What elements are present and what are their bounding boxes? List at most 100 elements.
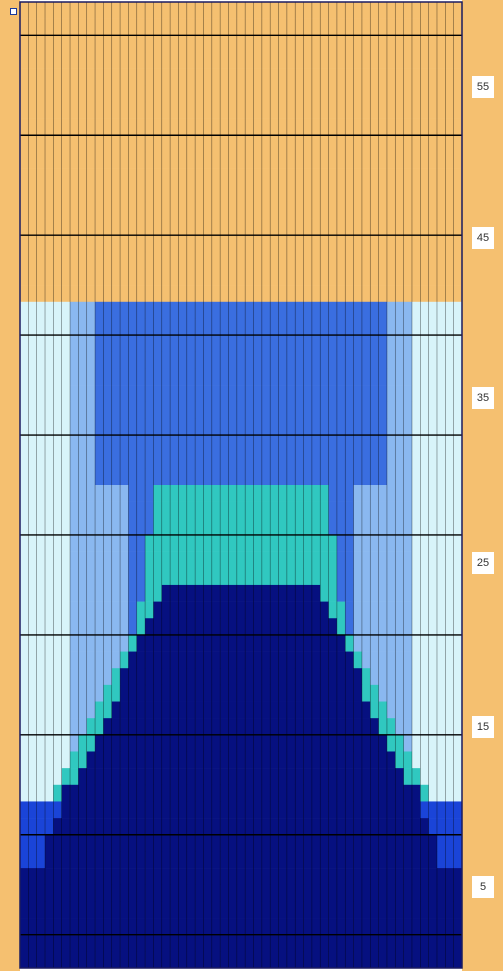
- grid-cell: [86, 418, 96, 436]
- grid-cell: [45, 418, 54, 436]
- grid-cell: [70, 135, 79, 153]
- grid-cell: [336, 185, 346, 203]
- grid-cell: [128, 368, 138, 386]
- grid-cell: [286, 884, 296, 902]
- grid-cell: [228, 135, 238, 153]
- grid-cell: [136, 868, 146, 886]
- grid-cell: [220, 784, 229, 802]
- grid-cell: [320, 568, 329, 586]
- grid-cell: [70, 534, 79, 552]
- grid-cell: [436, 818, 446, 836]
- grid-cell: [211, 951, 221, 969]
- grid-cell: [61, 401, 71, 419]
- grid-cell: [395, 934, 404, 952]
- grid-cell: [45, 901, 54, 919]
- grid-cell: [211, 801, 221, 819]
- grid-cell: [220, 468, 229, 486]
- grid-cell: [245, 435, 254, 452]
- grid-cell: [453, 801, 463, 819]
- grid-cell: [411, 285, 421, 303]
- grid-cell: [28, 118, 37, 136]
- grid-cell: [303, 151, 313, 169]
- grid-cell: [295, 418, 304, 436]
- grid-cell: [186, 485, 196, 502]
- grid-cell: [336, 751, 346, 769]
- grid-cell: [261, 268, 271, 286]
- grid-cell: [436, 668, 446, 686]
- grid-cell: [311, 751, 321, 769]
- grid-cell: [253, 684, 263, 702]
- grid-cell: [411, 734, 421, 752]
- grid-cell: [111, 634, 121, 652]
- grid-cell: [428, 235, 438, 253]
- grid-cell: [345, 18, 354, 36]
- grid-cell: [70, 784, 79, 802]
- grid-cell: [378, 701, 388, 719]
- grid-cell: [136, 318, 146, 336]
- grid-cell: [145, 734, 154, 752]
- grid-cell: [328, 168, 338, 186]
- grid-cell: [270, 851, 279, 869]
- grid-cell: [286, 634, 296, 652]
- grid-cell: [203, 884, 213, 902]
- grid-cell: [220, 68, 229, 86]
- grid-cell: [261, 534, 271, 552]
- grid-cell: [436, 584, 446, 602]
- grid-cell: [53, 651, 62, 669]
- grid-cell: [295, 534, 304, 552]
- grid-cell: [353, 634, 363, 652]
- grid-cell: [361, 884, 371, 902]
- grid-cell: [295, 551, 304, 569]
- grid-cell: [353, 834, 363, 852]
- grid-cell: [453, 335, 463, 353]
- grid-cell: [395, 335, 404, 353]
- grid-cell: [278, 18, 288, 36]
- grid-cell: [328, 818, 338, 836]
- grid-cell: [286, 151, 296, 169]
- grid-cell: [78, 168, 88, 186]
- grid-cell: [370, 734, 379, 752]
- grid-cell: [336, 101, 346, 119]
- grid-cell: [270, 318, 279, 336]
- grid-cell: [211, 168, 221, 186]
- grid-cell: [286, 951, 296, 969]
- grid-cell: [28, 18, 37, 36]
- grid-cell: [86, 634, 96, 652]
- grid-cell: [170, 651, 179, 669]
- grid-cell: [161, 801, 171, 819]
- grid-cell: [186, 601, 196, 619]
- grid-cell: [153, 884, 163, 902]
- grid-cell: [378, 784, 388, 802]
- grid-cell: [86, 318, 96, 336]
- grid-cell: [103, 435, 113, 452]
- grid-cell: [353, 501, 363, 519]
- grid-cell: [386, 601, 396, 619]
- grid-cell: [28, 868, 37, 886]
- grid-cell: [403, 285, 413, 303]
- grid-cell: [186, 268, 196, 286]
- grid-cell: [203, 868, 213, 886]
- grid-cell: [111, 151, 121, 169]
- grid-cell: [53, 801, 62, 819]
- grid-cell: [61, 701, 71, 719]
- grid-cell: [436, 834, 446, 852]
- grid-cell: [78, 201, 88, 219]
- grid-cell: [61, 51, 71, 69]
- grid-cell: [161, 668, 171, 686]
- grid-cell: [261, 335, 271, 353]
- grid-cell: [428, 501, 438, 519]
- grid-cell: [261, 851, 271, 869]
- grid-cell: [20, 868, 29, 886]
- grid-cell: [303, 135, 313, 153]
- grid-cell: [361, 634, 371, 652]
- grid-cell: [270, 734, 279, 752]
- grid-cell: [195, 468, 204, 486]
- grid-cell: [161, 35, 171, 53]
- grid-cell: [236, 918, 246, 935]
- grid-cell: [403, 101, 413, 119]
- grid-cell: [136, 235, 146, 253]
- grid-cell: [311, 601, 321, 619]
- grid-cell: [53, 918, 62, 935]
- corner-square-icon[interactable]: [10, 8, 17, 15]
